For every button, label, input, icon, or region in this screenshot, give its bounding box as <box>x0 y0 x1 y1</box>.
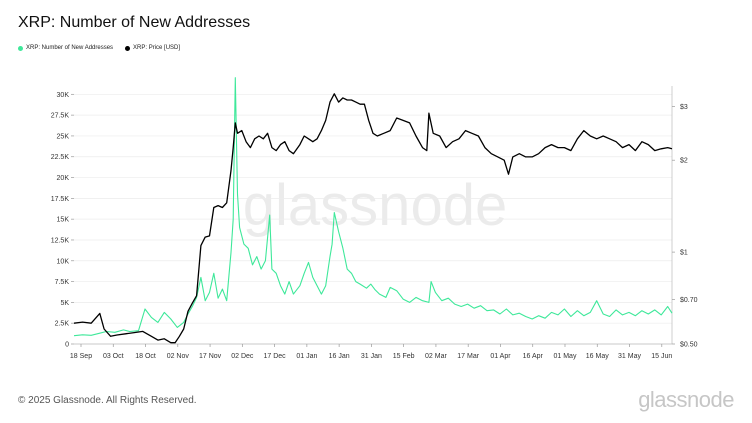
x-tick-label: 01 May <box>554 353 577 360</box>
legend-label-new-addresses: XRP: Number of New Addresses <box>26 45 114 51</box>
watermark-text: glassnode <box>243 173 507 238</box>
right-tick-label: $0.70 <box>680 297 698 304</box>
x-tick-label: 15 Feb <box>393 353 415 360</box>
left-tick-label: 22.5K <box>51 154 70 161</box>
right-tick-label: $1 <box>680 250 688 257</box>
x-tick-label: 18 Oct <box>135 353 156 360</box>
x-axis-ticks: 18 Sep 03 Oct 18 Oct 02 Nov 17 Nov 02 Dec 17 D… <box>70 343 672 360</box>
copyright-text: © 2025 Glassnode. All Rights Reserved. <box>18 395 197 406</box>
chart-title: XRP: Number of New Addresses <box>18 14 251 31</box>
x-tick-label: 15 Jun <box>651 353 672 360</box>
left-tick-label: 17.5K <box>51 196 70 203</box>
x-tick-label: 17 Dec <box>264 353 287 360</box>
left-tick-label: 15K <box>57 217 70 224</box>
x-tick-label: 16 Apr <box>523 353 544 360</box>
grid-lines <box>74 93 672 345</box>
series-line-new-addresses <box>73 77 673 337</box>
x-tick-label: 17 Mar <box>457 353 479 360</box>
x-tick-label: 01 Jan <box>296 353 317 360</box>
left-tick-label: 0 <box>65 342 69 349</box>
right-axis-ticks: $0.50 $0.70 $1 $2 $3 <box>671 86 698 349</box>
x-tick-label: 02 Mar <box>425 353 447 360</box>
x-tick-label: 02 Dec <box>231 353 254 360</box>
left-tick-label: 30K <box>57 92 70 99</box>
right-tick-label: $2 <box>680 158 688 165</box>
x-tick-label: 03 Oct <box>103 353 124 360</box>
x-tick-label: 31 May <box>618 353 641 360</box>
brand-logo[interactable]: glassnode <box>638 387 734 412</box>
left-axis-ticks: 0 2.5K 5K 7.5K 10K 12.5K 15K 17.5K 20K 22.5K 25K 27… <box>51 92 74 349</box>
legend-dot-price <box>125 45 131 51</box>
legend-item-new-addresses[interactable]: XRP: Number of New Addresses <box>18 45 113 51</box>
series-line-price <box>73 93 673 344</box>
x-tick-label: 18 Sep <box>70 353 92 360</box>
left-tick-label: 5K <box>60 300 69 307</box>
left-tick-label: 2.5K <box>55 321 70 328</box>
legend-dot-new-addresses <box>18 45 23 51</box>
x-tick-label: 16 May <box>586 353 609 360</box>
legend-label-price: XRP: Price [USD] <box>133 45 181 51</box>
left-tick-label: 7.5K <box>55 279 70 286</box>
legend-item-price[interactable]: XRP: Price [USD] <box>125 45 180 51</box>
right-tick-label: $3 <box>680 104 688 111</box>
x-tick-label: 17 Nov <box>199 353 222 360</box>
left-tick-label: 27.5K <box>51 113 70 120</box>
left-tick-label: 20K <box>57 175 70 182</box>
x-tick-label: 01 Apr <box>490 353 511 360</box>
chart-series <box>73 77 673 344</box>
left-tick-label: 10K <box>57 258 70 265</box>
x-tick-label: 31 Jan <box>361 353 382 360</box>
left-tick-label: 12.5K <box>51 237 70 244</box>
x-tick-label: 02 Nov <box>167 353 190 360</box>
x-tick-label: 16 Jan <box>329 353 350 360</box>
right-tick-label: $0.50 <box>680 342 698 349</box>
chart-legend: XRP: Number of New Addresses XRP: Price … <box>18 45 180 51</box>
left-tick-label: 25K <box>57 133 70 140</box>
